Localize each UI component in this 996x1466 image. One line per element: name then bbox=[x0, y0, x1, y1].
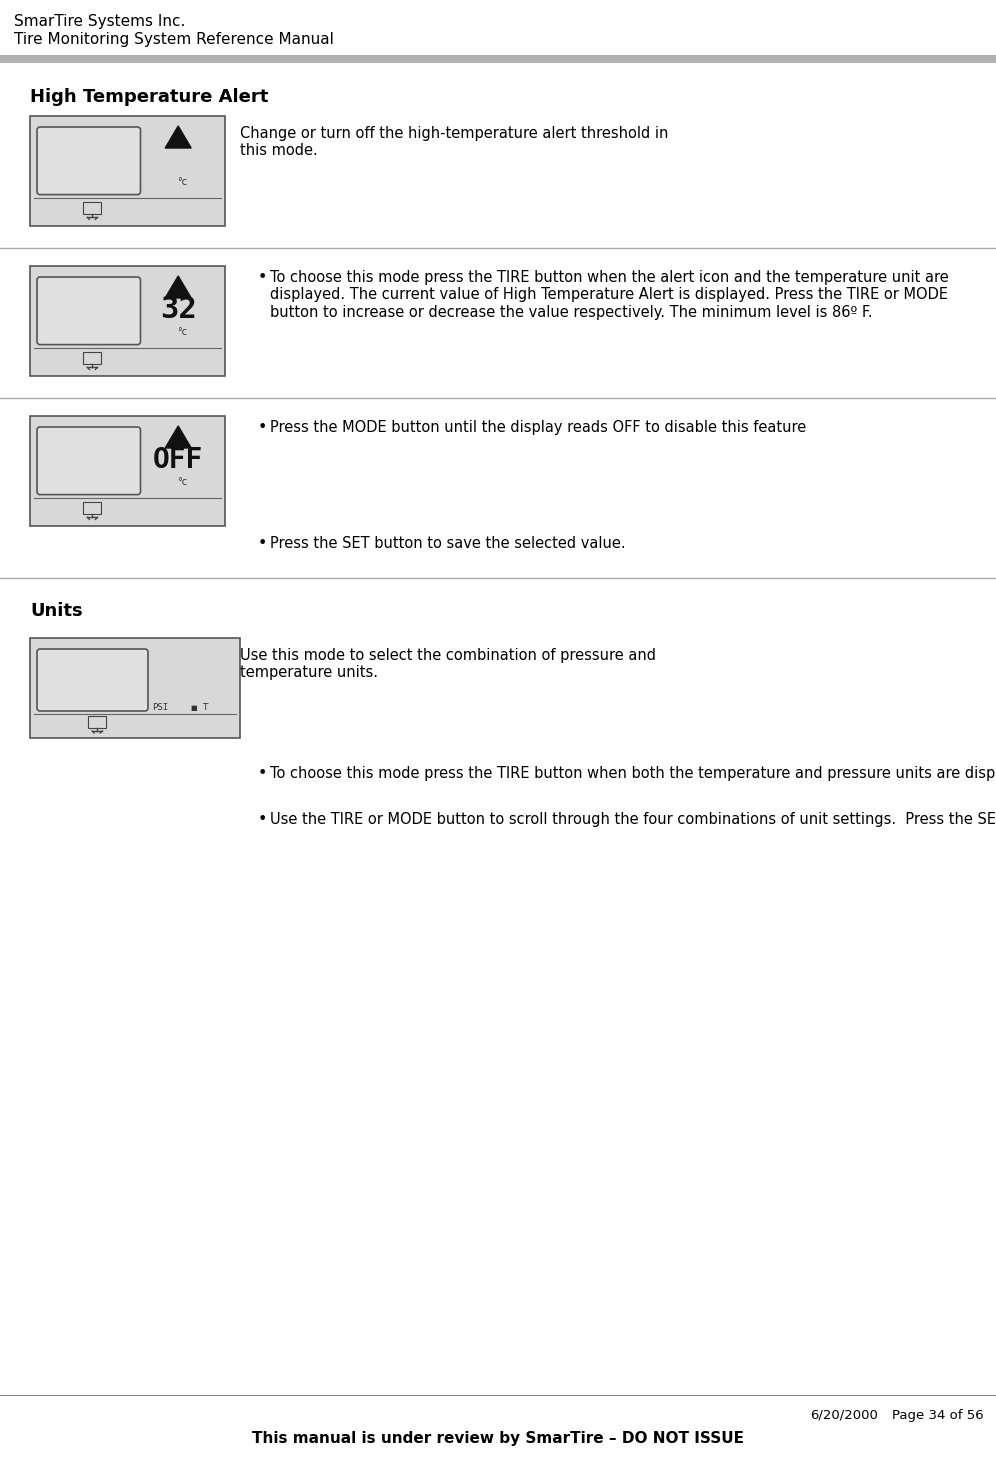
Text: Page 34 of 56: Page 34 of 56 bbox=[892, 1409, 984, 1422]
Text: •: • bbox=[258, 812, 267, 827]
Bar bbox=[89, 715, 107, 729]
Text: °c: °c bbox=[177, 177, 187, 188]
Text: To choose this mode press the TIRE button when the alert icon and the temperatur: To choose this mode press the TIRE butto… bbox=[270, 270, 949, 320]
Text: °c: °c bbox=[177, 476, 187, 487]
Text: Press the MODE button until the display reads OFF to disable this feature: Press the MODE button until the display … bbox=[270, 419, 806, 435]
Text: •: • bbox=[258, 767, 267, 781]
Text: •: • bbox=[258, 270, 267, 284]
FancyBboxPatch shape bbox=[37, 427, 140, 494]
Text: 6/20/2000: 6/20/2000 bbox=[810, 1409, 877, 1422]
Text: Press the SET button to save the selected value.: Press the SET button to save the selecte… bbox=[270, 537, 625, 551]
Text: 32: 32 bbox=[159, 296, 196, 324]
Polygon shape bbox=[165, 126, 191, 148]
Text: PSI: PSI bbox=[152, 704, 168, 712]
Text: Change or turn off the high-temperature alert threshold in
this mode.: Change or turn off the high-temperature … bbox=[240, 126, 668, 158]
Text: •: • bbox=[258, 419, 267, 435]
Bar bbox=[84, 503, 102, 515]
Text: Tire Monitoring System Reference Manual: Tire Monitoring System Reference Manual bbox=[14, 32, 334, 47]
FancyBboxPatch shape bbox=[37, 649, 148, 711]
Text: OFF: OFF bbox=[153, 446, 203, 474]
Bar bbox=[0, 56, 996, 63]
Text: This manual is under review by SmarTire – DO NOT ISSUE: This manual is under review by SmarTire … bbox=[252, 1431, 744, 1445]
FancyBboxPatch shape bbox=[37, 277, 140, 345]
FancyBboxPatch shape bbox=[37, 128, 140, 195]
Text: T: T bbox=[201, 704, 207, 712]
Bar bbox=[84, 352, 102, 365]
Bar bbox=[84, 202, 102, 214]
Polygon shape bbox=[165, 427, 191, 449]
Bar bbox=[30, 265, 225, 375]
Bar bbox=[30, 638, 240, 737]
Text: High Temperature Alert: High Temperature Alert bbox=[30, 88, 268, 106]
Text: °c: °c bbox=[177, 327, 187, 337]
Text: To choose this mode press the TIRE button when both the temperature and pressure: To choose this mode press the TIRE butto… bbox=[270, 767, 996, 781]
Text: Units: Units bbox=[30, 603, 83, 620]
Bar bbox=[30, 416, 225, 526]
Text: SmarTire Systems Inc.: SmarTire Systems Inc. bbox=[14, 15, 185, 29]
Bar bbox=[30, 116, 225, 226]
Text: ■: ■ bbox=[190, 705, 197, 711]
Polygon shape bbox=[165, 276, 191, 298]
Text: Use this mode to select the combination of pressure and
temperature units.: Use this mode to select the combination … bbox=[240, 648, 656, 680]
Text: Use the TIRE or MODE button to scroll through the four combinations of unit sett: Use the TIRE or MODE button to scroll th… bbox=[270, 812, 996, 827]
Text: •: • bbox=[258, 537, 267, 551]
